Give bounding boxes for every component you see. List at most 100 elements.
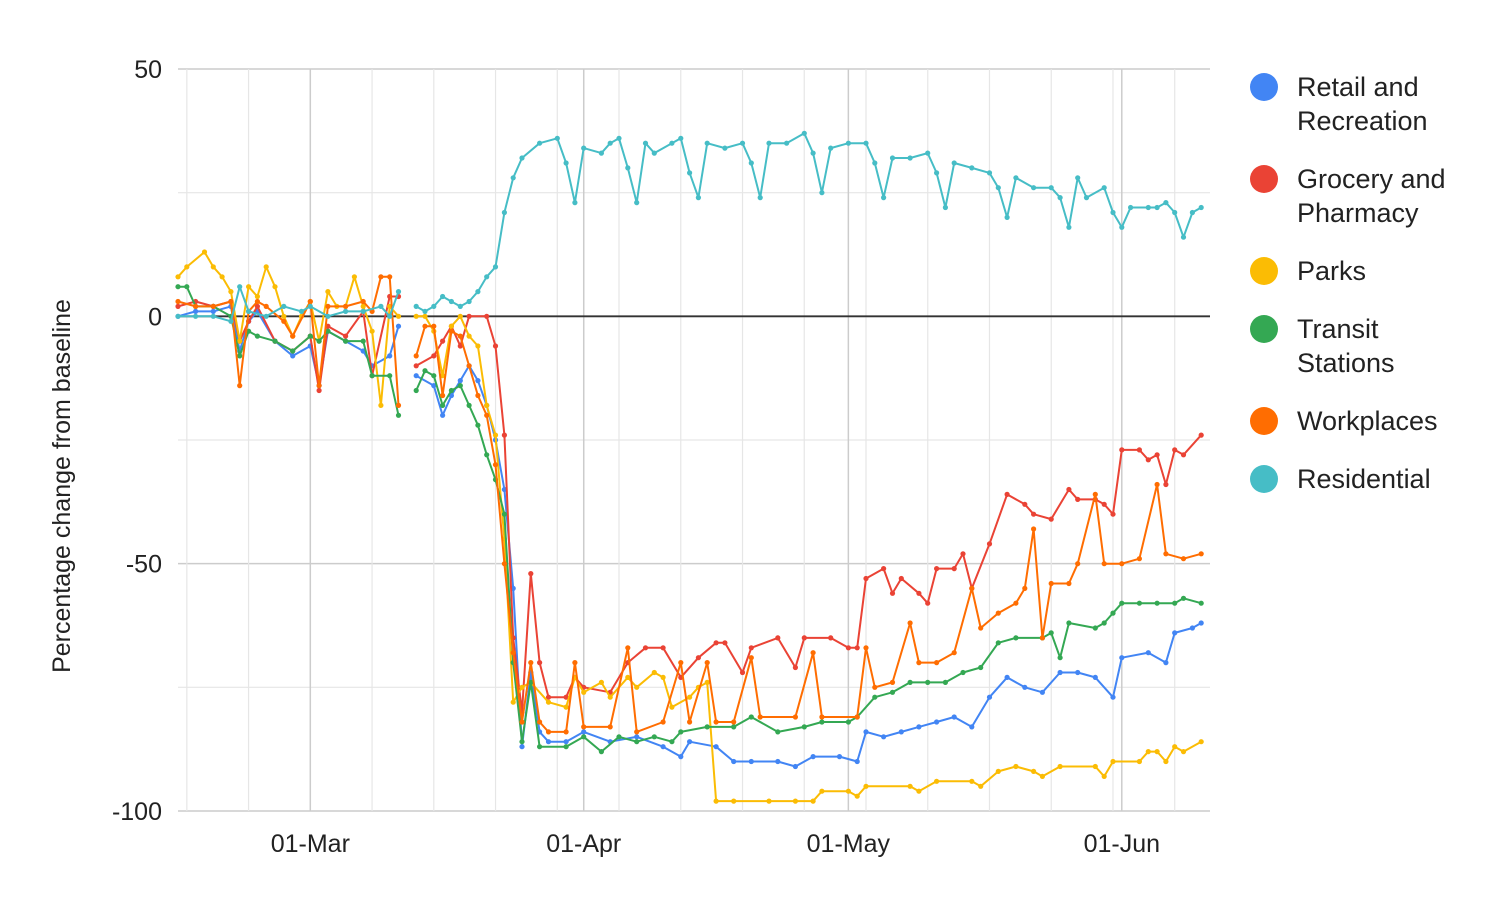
- data-point: [466, 313, 472, 319]
- data-point: [1057, 195, 1063, 201]
- data-point: [942, 204, 949, 211]
- data-point: [792, 664, 799, 671]
- data-point: [519, 684, 525, 690]
- data-point: [1172, 600, 1178, 606]
- data-point: [448, 387, 454, 394]
- data-point: [1066, 580, 1072, 587]
- data-point: [1154, 204, 1160, 211]
- data-point: [1110, 209, 1116, 216]
- legend-label: Residential: [1297, 464, 1431, 494]
- data-point: [395, 323, 402, 329]
- data-point: [492, 462, 499, 468]
- data-point: [484, 274, 490, 280]
- data-point: [501, 486, 507, 493]
- data-point: [925, 600, 931, 606]
- data-point: [810, 754, 816, 760]
- series-line-segment: [415, 325, 1202, 733]
- data-point: [951, 714, 957, 720]
- legend-swatch: [1250, 465, 1278, 493]
- data-point: [537, 140, 543, 146]
- data-point: [316, 383, 322, 389]
- data-point: [704, 724, 710, 730]
- data-point: [687, 719, 693, 725]
- data-point: [1013, 763, 1019, 770]
- legend-label: Parks: [1297, 256, 1366, 286]
- x-tick-label: 01-Jun: [1084, 830, 1160, 858]
- data-point: [748, 160, 754, 166]
- data-point: [440, 293, 446, 300]
- data-point: [563, 694, 569, 700]
- data-point: [378, 274, 384, 280]
- data-point: [343, 338, 349, 344]
- data-point: [1136, 758, 1142, 765]
- x-tick-label: 01-Mar: [271, 830, 350, 858]
- data-point: [934, 660, 940, 666]
- data-point: [1198, 739, 1204, 745]
- data-point: [422, 368, 428, 374]
- data-point: [660, 645, 666, 651]
- data-point: [739, 669, 746, 676]
- data-point: [925, 150, 931, 156]
- data-point: [201, 249, 208, 255]
- data-point: [810, 798, 816, 804]
- data-point: [1154, 749, 1160, 755]
- data-point: [351, 274, 357, 280]
- data-point: [722, 145, 728, 151]
- data-point: [387, 274, 393, 280]
- data-point: [545, 699, 552, 705]
- data-point: [907, 679, 913, 686]
- data-point: [1198, 551, 1204, 557]
- data-point: [642, 140, 649, 146]
- data-point: [889, 679, 896, 686]
- data-point: [1101, 773, 1107, 780]
- data-point: [237, 383, 243, 389]
- data-point: [484, 412, 490, 418]
- data-point: [704, 679, 710, 686]
- data-point: [678, 660, 684, 666]
- data-point: [325, 328, 331, 334]
- data-point: [995, 768, 1001, 775]
- data-point: [501, 209, 507, 216]
- data-point: [519, 719, 525, 725]
- data-point: [881, 566, 887, 572]
- legend-swatch: [1250, 73, 1278, 101]
- data-point: [457, 303, 463, 309]
- data-point: [563, 744, 569, 750]
- data-point: [440, 338, 446, 344]
- data-point: [1189, 625, 1195, 631]
- data-point: [1075, 669, 1081, 676]
- data-point: [1163, 758, 1169, 765]
- data-point: [819, 719, 825, 725]
- data-point: [792, 763, 799, 770]
- y-tick-label: 0: [148, 303, 162, 331]
- data-point: [1119, 655, 1125, 661]
- data-point: [175, 298, 181, 305]
- data-point: [510, 650, 516, 656]
- data-point: [1066, 486, 1072, 493]
- data-point: [563, 729, 569, 735]
- data-point: [1031, 511, 1037, 517]
- data-point: [1031, 768, 1037, 775]
- data-point: [1101, 501, 1107, 507]
- data-point: [978, 664, 984, 671]
- data-point: [281, 318, 287, 324]
- data-point: [1083, 195, 1090, 201]
- data-point: [1092, 674, 1098, 681]
- data-point: [713, 798, 719, 804]
- data-point: [581, 724, 587, 730]
- data-point: [395, 313, 402, 319]
- data-point: [1013, 635, 1019, 641]
- data-point: [175, 303, 181, 309]
- legend-label: Grocery and Pharmacy: [1297, 164, 1446, 228]
- data-point: [1136, 600, 1142, 606]
- data-point: [792, 798, 799, 804]
- data-point: [1198, 204, 1204, 211]
- data-point: [704, 140, 710, 146]
- data-point: [660, 719, 666, 725]
- data-point: [210, 264, 216, 270]
- data-point: [528, 660, 534, 666]
- data-point: [995, 185, 1001, 191]
- data-point: [978, 625, 984, 631]
- data-point: [1048, 580, 1054, 587]
- data-point: [448, 298, 454, 305]
